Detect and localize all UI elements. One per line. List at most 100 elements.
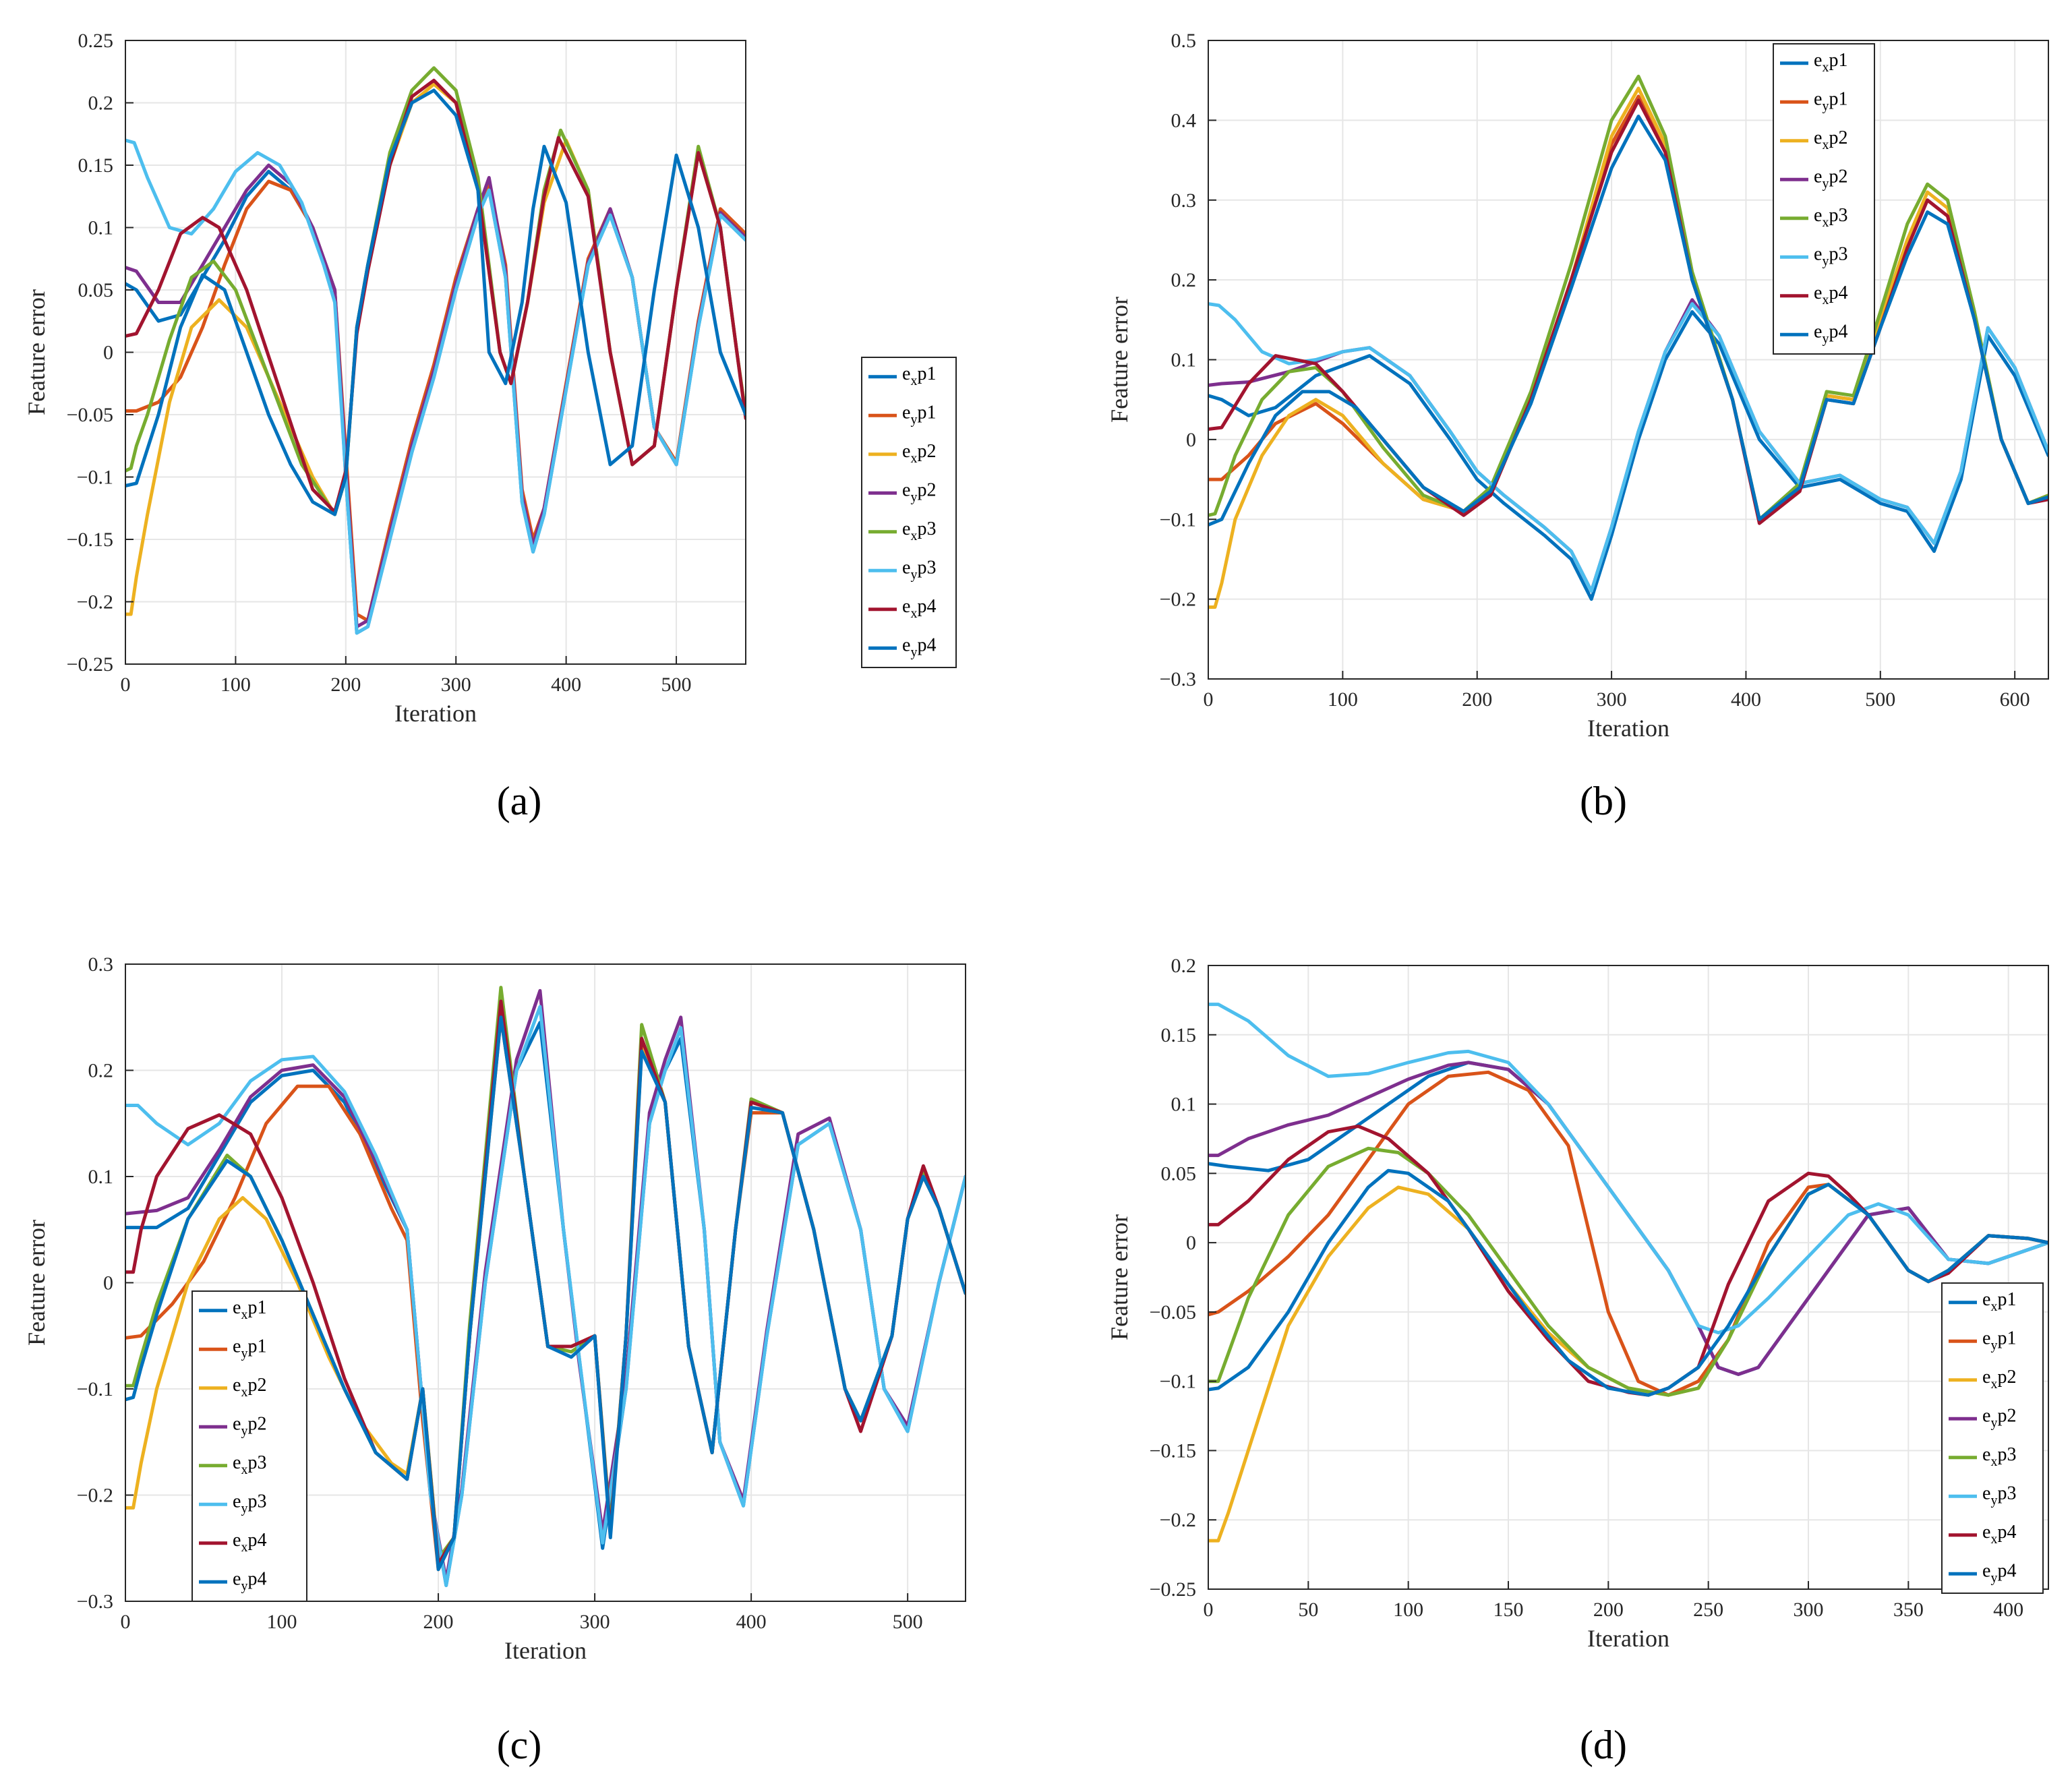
panel-label-c: (c) — [497, 1723, 542, 1767]
y-tick-label: −0.2 — [1160, 1509, 1196, 1531]
x-tick-label: 250 — [1693, 1599, 1723, 1621]
x-tick-label: 400 — [1731, 688, 1761, 711]
legend-entry-8: eyp4 — [1982, 1560, 2016, 1585]
series-group — [1208, 74, 2048, 609]
y-tick-label: 0.4 — [1171, 109, 1197, 131]
x-tick-label: 200 — [330, 674, 361, 696]
x-tick-label: 400 — [1993, 1599, 2023, 1621]
y-tick-label: −0.3 — [1160, 668, 1196, 690]
y-tick-label: 0.5 — [1171, 30, 1197, 52]
x-tick-label: 500 — [661, 674, 692, 696]
legend-entry-4: eyp2 — [1982, 1405, 2016, 1430]
grid — [125, 40, 746, 665]
x-tick-label: 300 — [580, 1611, 610, 1633]
series-line-1 — [1208, 310, 2048, 601]
y-tick-label: −0.2 — [1160, 589, 1196, 611]
y-tick-label: 0.2 — [88, 92, 114, 115]
legend-entry-6: eyp3 — [233, 1491, 266, 1516]
x-tick-label: 400 — [551, 674, 581, 696]
legend-entry-7: exp4 — [902, 596, 936, 621]
y-tick-label: 0 — [1186, 429, 1196, 451]
y-tick-label: −0.05 — [1150, 1301, 1196, 1324]
y-tick-label: 0.2 — [1171, 955, 1197, 977]
y-tick-label: −0.1 — [1160, 1371, 1196, 1393]
y-tick-label: 0.1 — [88, 217, 114, 239]
y-tick-label: −0.1 — [77, 1378, 113, 1400]
y-tick-label: −0.2 — [77, 1485, 113, 1507]
panel-c: (c) 0 100 200 300 400 500 −0.3 −0.2 −0.1 0 0.1 0.2 0… — [23, 953, 966, 1767]
x-tick-label: 100 — [220, 674, 251, 696]
y-tick-label: −0.15 — [67, 529, 113, 551]
x-tick-label: 0 — [1204, 688, 1214, 711]
y-axis-label: Feature error — [1106, 1214, 1133, 1340]
series-line-5 — [1208, 74, 2048, 521]
y-tick-label: 0.15 — [78, 154, 114, 177]
legend-box — [1941, 1282, 2044, 1594]
legend-entry-2: eyp1 — [902, 402, 936, 427]
x-tick-label: 150 — [1493, 1599, 1524, 1621]
legend-entry-1: exp1 — [1982, 1289, 2016, 1314]
y-tick-label: 0.2 — [1171, 269, 1197, 291]
legend-entry-1: exp1 — [902, 363, 936, 388]
x-tick-label: 0 — [1204, 1599, 1214, 1621]
x-tick-label: 400 — [736, 1611, 767, 1633]
x-axis-label: Iteration — [504, 1637, 587, 1664]
x-tick-label: 100 — [1328, 688, 1358, 711]
series-line-6 — [1208, 302, 2048, 593]
y-tick-label: −0.1 — [1160, 508, 1196, 531]
x-tick-label: 350 — [1893, 1599, 1924, 1621]
series-line-7 — [1208, 98, 2048, 525]
y-tick-label: 0 — [103, 1272, 113, 1295]
legend-entry-5: exp3 — [233, 1452, 266, 1477]
legend-entry-1: exp1 — [233, 1297, 266, 1322]
x-tick-label: 300 — [441, 674, 471, 696]
legend-entry-2: eyp1 — [1814, 88, 1847, 113]
x-tick-label: 300 — [1794, 1599, 1824, 1621]
legend: exp1 eyp1 exp2 eyp2 exp3 eyp3 exp4 eyp4 — [1941, 1282, 2044, 1594]
legend-entry-3: exp2 — [902, 441, 936, 466]
y-tick-label: −0.25 — [67, 653, 113, 676]
x-tick-label: 100 — [267, 1611, 297, 1633]
legend-entry-7: exp4 — [1814, 283, 1847, 307]
y-tick-label: 0.25 — [78, 30, 114, 52]
legend-entry-7: exp4 — [233, 1530, 266, 1555]
legend-entry-8: eyp4 — [1814, 321, 1847, 346]
series-line-8 — [125, 88, 746, 516]
y-tick-label: 0.15 — [1161, 1024, 1197, 1046]
legend-entry-5: exp3 — [1814, 205, 1847, 230]
series-line-6 — [1208, 1003, 2048, 1335]
legend-entry-7: exp4 — [1982, 1522, 2016, 1547]
x-tick-label: 500 — [1865, 688, 1895, 711]
panel-label-b: (b) — [1580, 779, 1627, 823]
x-tick-label: 300 — [1597, 688, 1627, 711]
legend-entry-3: exp2 — [1814, 127, 1847, 152]
x-tick-label: 50 — [1298, 1599, 1318, 1621]
series-line-3 — [1208, 86, 2048, 609]
legend: exp1 eyp1 exp2 eyp2 exp3 eyp3 exp4 eyp4 — [191, 1290, 307, 1602]
y-axis-label: Feature error — [23, 1220, 50, 1346]
y-tick-label: −0.2 — [77, 591, 113, 614]
panel-d: (d) 0 50 100 150 200 250 300 350 400 −0.25 −0.2 −0.… — [1106, 955, 2049, 1767]
panel-b: (b) 0 100 200 300 400 500 600 −0.3 −0.2 −0.1 0 0.1 0… — [1106, 30, 2049, 823]
y-axis-label: Feature error — [1106, 297, 1133, 423]
series-line-8 — [1208, 115, 2048, 527]
panel-label-d: (d) — [1580, 1723, 1627, 1767]
legend-entry-5: exp3 — [1982, 1444, 2016, 1469]
y-tick-label: 0.1 — [88, 1166, 114, 1188]
legend-entry-4: eyp2 — [1814, 166, 1847, 191]
legend-entry-8: eyp4 — [233, 1568, 266, 1593]
series-line-8 — [1208, 1168, 2048, 1397]
legend-box — [861, 357, 957, 668]
y-tick-label: 0.2 — [88, 1060, 114, 1082]
series-line-6 — [125, 1005, 966, 1587]
legend-entry-5: exp3 — [902, 518, 936, 543]
panel-label-a: (a) — [497, 779, 542, 823]
series-line-7 — [125, 78, 746, 514]
x-tick-label: 600 — [2000, 688, 2030, 711]
panel-a: (a) 0 100 200 300 400 500 −0.25 −0.2 −0.15 −0.1 −0… — [23, 30, 957, 823]
x-tick-label: 0 — [121, 1611, 131, 1633]
y-tick-label: 0 — [1186, 1232, 1196, 1254]
legend-entry-1: exp1 — [1814, 50, 1847, 75]
legend-entry-2: eyp1 — [233, 1336, 266, 1361]
